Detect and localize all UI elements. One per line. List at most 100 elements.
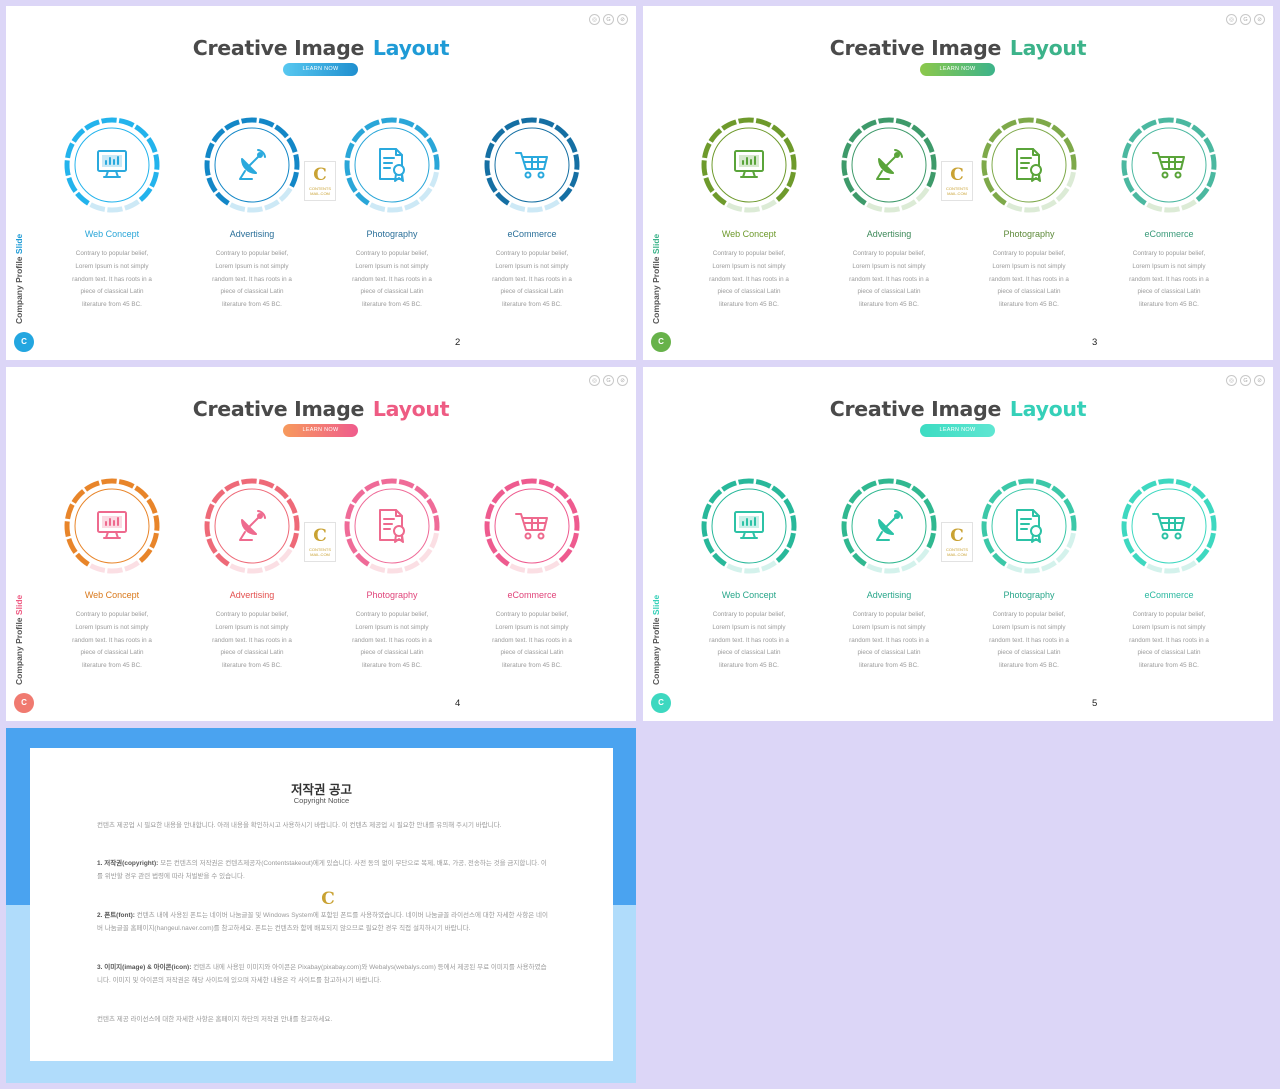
ring-ecommerce [1121, 478, 1217, 574]
ring-segment [289, 532, 299, 549]
ring-segment [404, 560, 420, 572]
google-plus-icon[interactable]: G [1240, 14, 1251, 25]
ring-segment [744, 567, 761, 574]
description-line: literature from 45 BC. [1139, 662, 1199, 670]
side-label: Company Profile Slide [651, 595, 661, 685]
ring-ecommerce [484, 478, 580, 574]
ring-segment [293, 153, 300, 170]
notice-subtitle: Copyright Notice [293, 796, 350, 805]
description-line: piece of classical Latin [1137, 288, 1201, 296]
share-icon[interactable]: ⊘ [1254, 14, 1265, 25]
ring-segment [491, 489, 506, 504]
side-label-accent: Slide [651, 594, 661, 616]
share-icon[interactable]: ⊘ [617, 375, 628, 386]
learn-now-button[interactable]: LEARN NOW [283, 424, 358, 437]
certificate-document-icon [1016, 509, 1042, 543]
ring-segment [433, 153, 440, 170]
ring-segment [911, 485, 926, 500]
whatsapp-icon[interactable]: ◎ [589, 375, 600, 386]
description-line: random text. It has roots in a [72, 275, 152, 283]
share-icon[interactable]: ⊘ [617, 14, 628, 25]
ring-inner-circle [214, 127, 290, 203]
ring-segment [744, 206, 761, 213]
ring-segment [491, 128, 506, 143]
ring-segment [205, 142, 215, 159]
title-accent: Layout [1009, 36, 1087, 60]
item-label: Web Concept [721, 229, 777, 239]
ring-segment [771, 124, 786, 139]
ring-segment [786, 171, 796, 188]
ring-segment [100, 117, 117, 124]
ring-inner-circle [494, 488, 570, 564]
shopping-cart-icon [1152, 513, 1185, 540]
ring-segment [264, 560, 280, 572]
ring-inner-circle [711, 488, 787, 564]
ring-segment [1210, 514, 1217, 531]
whatsapp-icon[interactable]: ◎ [1226, 14, 1237, 25]
notice-watermark-logo: C [313, 886, 343, 924]
ring-inner-circle [851, 127, 927, 203]
ring-photography [981, 117, 1077, 213]
ring-segment [988, 128, 1003, 143]
description-line: piece of classical Latin [500, 288, 564, 296]
description-line: Contrary to popular belief, [852, 611, 926, 618]
ring-segment [484, 160, 491, 177]
ring-segment [790, 153, 797, 170]
ring-segment [1017, 117, 1034, 124]
ring-segment [380, 117, 397, 124]
ring-segment [1164, 206, 1181, 213]
ring-segment [364, 119, 380, 131]
learn-now-button[interactable]: LEARN NOW [283, 63, 358, 76]
satellite-dish-icon [239, 149, 266, 180]
item-label: Web Concept [721, 590, 777, 600]
description-line: literature from 45 BC. [362, 301, 422, 309]
ring-segment [1024, 567, 1041, 574]
page-number: 2 [455, 337, 461, 348]
ring-segment [712, 191, 727, 206]
ring-inner-circle [354, 127, 430, 203]
ring-web-concept [64, 117, 160, 213]
ring-segment [429, 171, 439, 188]
description-line: Contrary to popular belief, [712, 611, 786, 618]
ring-segment [65, 142, 75, 159]
ring-segment [486, 177, 498, 193]
ring-segment [703, 538, 715, 554]
ring-segment [1123, 177, 1135, 193]
ring-ecommerce [484, 117, 580, 213]
whatsapp-icon[interactable]: ◎ [1226, 375, 1237, 386]
description-line: Lorem Ipsum is not simply [75, 262, 149, 270]
ring-segment [726, 563, 743, 573]
description-line: Lorem Ipsum is not simply [992, 623, 1066, 631]
ring-segment [569, 532, 579, 549]
description-line: piece of classical Latin [857, 288, 921, 296]
ring-segment [426, 498, 438, 514]
description-line: Contrary to popular belief, [75, 611, 149, 618]
google-plus-icon[interactable]: G [603, 375, 614, 386]
ring-segment [573, 153, 580, 170]
description-line: piece of classical Latin [360, 649, 424, 657]
google-plus-icon[interactable]: G [1240, 375, 1251, 386]
description-line: piece of classical Latin [997, 649, 1061, 657]
ring-segment [915, 548, 930, 563]
ring-segment [783, 498, 795, 514]
ring-segment [1191, 124, 1206, 139]
ring-inner-circle [711, 127, 787, 203]
ring-segment [771, 485, 786, 500]
ring-segment [1070, 514, 1077, 531]
share-icon[interactable]: ⊘ [1254, 375, 1265, 386]
ring-segment [841, 160, 848, 177]
description-line: Contrary to popular belief, [852, 250, 926, 257]
ring-segment [398, 118, 415, 128]
ring-segment [146, 137, 158, 153]
item-label: Photography [366, 590, 418, 600]
ring-segment [1063, 498, 1075, 514]
ring-segment [538, 479, 555, 489]
learn-now-button[interactable]: LEARN NOW [920, 424, 995, 437]
ring-segment [1035, 479, 1052, 489]
side-label-main: Company Profile [14, 256, 24, 324]
whatsapp-icon[interactable]: ◎ [589, 14, 600, 25]
google-plus-icon[interactable]: G [603, 14, 614, 25]
ring-segment [398, 479, 415, 489]
logo-line1: CONTENTS [946, 547, 968, 552]
learn-now-button[interactable]: LEARN NOW [920, 63, 995, 76]
